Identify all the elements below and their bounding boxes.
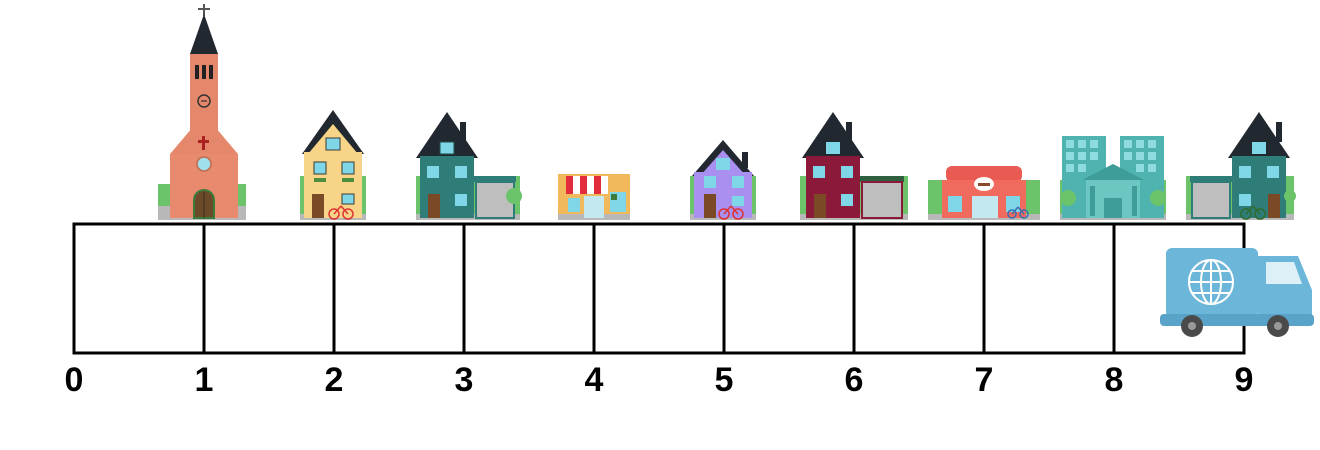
number-line-boxes: [72, 222, 1246, 355]
number-line-cell: [462, 222, 596, 355]
number-line-cell: [332, 222, 466, 355]
tick-label: 4: [584, 361, 604, 399]
number-line-cell: [852, 222, 986, 355]
number-line-cell: [592, 222, 726, 355]
tick-label: 7: [974, 361, 994, 399]
delivery-truck-icon: [1160, 248, 1314, 337]
tick-label: 2: [324, 361, 344, 399]
bank-icon: [1060, 136, 1166, 220]
maroon-house-with-garage-icon: [800, 112, 908, 220]
tick-label: 1: [194, 361, 214, 399]
number-line-cell: [202, 222, 336, 355]
purple-house-icon: [690, 140, 756, 220]
teal-house-with-bicycle-icon: [1186, 112, 1296, 220]
globe-icon: [1188, 259, 1234, 305]
teal-house-with-garage-icon: [416, 112, 522, 220]
tick-label: 3: [454, 361, 474, 399]
number-line-cell: [982, 222, 1116, 355]
number-line-cell: [72, 222, 206, 355]
gym-icon: [928, 166, 1040, 220]
number-line-cell: [722, 222, 856, 355]
church-icon: [158, 4, 246, 220]
tick-label: 5: [714, 361, 734, 399]
shop-icon: [558, 174, 630, 220]
yellow-house-icon: [300, 110, 366, 220]
tick-label: 8: [1104, 361, 1124, 399]
tick-label: 9: [1234, 361, 1254, 399]
tick-label: 6: [844, 361, 864, 399]
tick-label: 0: [64, 361, 84, 399]
